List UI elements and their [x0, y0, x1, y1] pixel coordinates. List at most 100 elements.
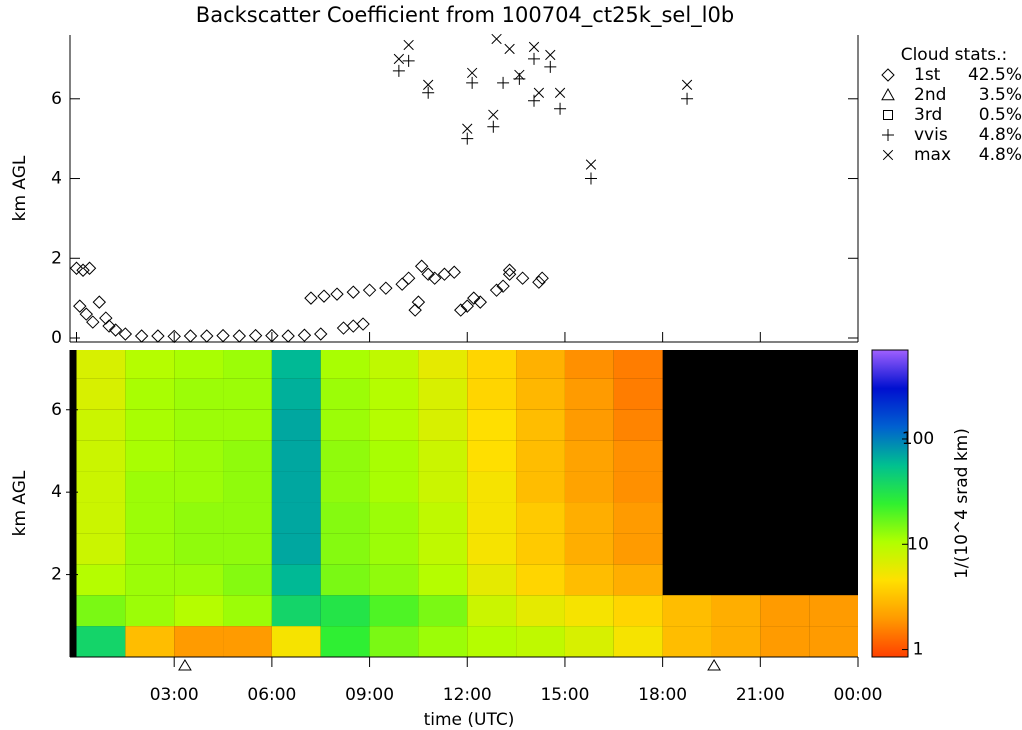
heatmap-cell	[369, 564, 419, 596]
point	[528, 52, 541, 65]
heatmap-cell	[174, 378, 224, 410]
heatmap-cell	[516, 378, 565, 410]
heatmap-cell	[613, 595, 663, 627]
legend-marker	[882, 149, 894, 161]
heatmap-cell	[223, 471, 272, 503]
heatmap-cell	[418, 350, 468, 379]
legend-label: 1st	[914, 65, 941, 85]
heatmap-cell	[125, 350, 175, 379]
heatmap-cell	[613, 378, 663, 410]
heatmap-cell	[418, 502, 468, 534]
heatmap-cell	[418, 564, 468, 596]
heatmap-cell	[516, 409, 565, 441]
point	[681, 79, 693, 90]
point	[317, 289, 331, 303]
heatmap-cell	[320, 502, 370, 534]
heatmap-cell	[516, 502, 565, 534]
heatmap-cell	[271, 350, 321, 379]
y-tick-label: 6	[51, 89, 62, 109]
heatmap-cell	[76, 409, 126, 441]
legend-label: 3rd	[914, 105, 942, 125]
time-marker	[178, 659, 192, 671]
point	[473, 295, 487, 309]
point	[151, 329, 165, 343]
y-tick-label: 4	[51, 482, 62, 502]
point	[497, 76, 510, 89]
heatmap-cell	[271, 440, 321, 472]
heatmap-cell	[564, 595, 614, 627]
point	[393, 53, 405, 65]
point	[487, 120, 500, 133]
heatmap-cell	[564, 502, 614, 534]
heatmap-cell	[76, 533, 126, 565]
heatmap-cell	[809, 626, 858, 657]
heatmap-cell	[223, 440, 272, 472]
point	[403, 39, 414, 51]
heatmap-cell	[418, 471, 468, 503]
point	[421, 267, 435, 281]
point	[422, 86, 435, 99]
point	[514, 69, 525, 81]
legend-marker	[881, 87, 895, 101]
heatmap-cell	[760, 626, 810, 657]
point	[304, 291, 318, 305]
x-tick-label: 03:00	[150, 685, 199, 705]
point	[265, 328, 279, 343]
x-tick-label: 21:00	[736, 685, 785, 705]
heatmap-cell	[320, 350, 370, 379]
point	[362, 283, 377, 297]
legend-value: 4.8%	[979, 145, 1022, 165]
y-axis-label: km AGL	[10, 470, 30, 536]
point	[216, 328, 230, 343]
point	[414, 259, 429, 273]
point	[402, 54, 415, 67]
heatmap-cell	[516, 471, 565, 503]
heatmap-cell	[467, 502, 517, 534]
heatmap-cell	[809, 595, 858, 627]
x-axis-label: time (UTC)	[424, 710, 515, 730]
x-tick-label: 00:00	[834, 685, 883, 705]
heatmap-cell	[125, 595, 175, 627]
point	[467, 291, 481, 305]
legend-title: Cloud stats.:	[901, 45, 1008, 65]
point	[554, 102, 567, 115]
heatmap-cell	[174, 564, 224, 596]
point	[528, 94, 541, 107]
heatmap-cell	[369, 533, 419, 565]
legend-value: 0.5%	[979, 105, 1022, 125]
heatmap-cell	[613, 502, 663, 534]
point	[533, 87, 545, 98]
y-tick-label: 0	[51, 328, 62, 348]
point	[496, 279, 510, 293]
y-tick-label: 6	[51, 400, 62, 420]
heatmap-cell	[516, 533, 565, 565]
point	[379, 281, 393, 295]
heatmap-cell	[613, 626, 663, 657]
legend-value: 4.8%	[979, 125, 1022, 145]
point	[346, 285, 360, 299]
point	[488, 109, 499, 120]
point	[454, 303, 468, 317]
heatmap-cell	[223, 595, 272, 627]
heatmap-cell	[223, 350, 272, 379]
point	[183, 329, 198, 343]
heatmap-cell	[516, 564, 565, 596]
heatmap-cell	[320, 626, 370, 657]
point	[545, 49, 556, 61]
heatmap-cell	[418, 440, 468, 472]
point	[681, 92, 694, 105]
heatmap-cell	[174, 595, 224, 627]
heatmap-cell	[613, 564, 663, 596]
heatmap-cell	[125, 626, 175, 657]
point	[281, 329, 295, 343]
point	[336, 321, 351, 335]
point	[92, 295, 107, 309]
legend-label: vvis	[914, 125, 948, 145]
colorbar-label: 1/(10^4 srad km)	[952, 428, 972, 579]
legend-marker	[881, 68, 895, 82]
heatmap-cell	[467, 471, 517, 503]
x-tick-label: 09:00	[345, 685, 394, 705]
heatmap-cell	[467, 626, 517, 657]
point	[86, 315, 100, 329]
heatmap-cell	[613, 533, 663, 565]
